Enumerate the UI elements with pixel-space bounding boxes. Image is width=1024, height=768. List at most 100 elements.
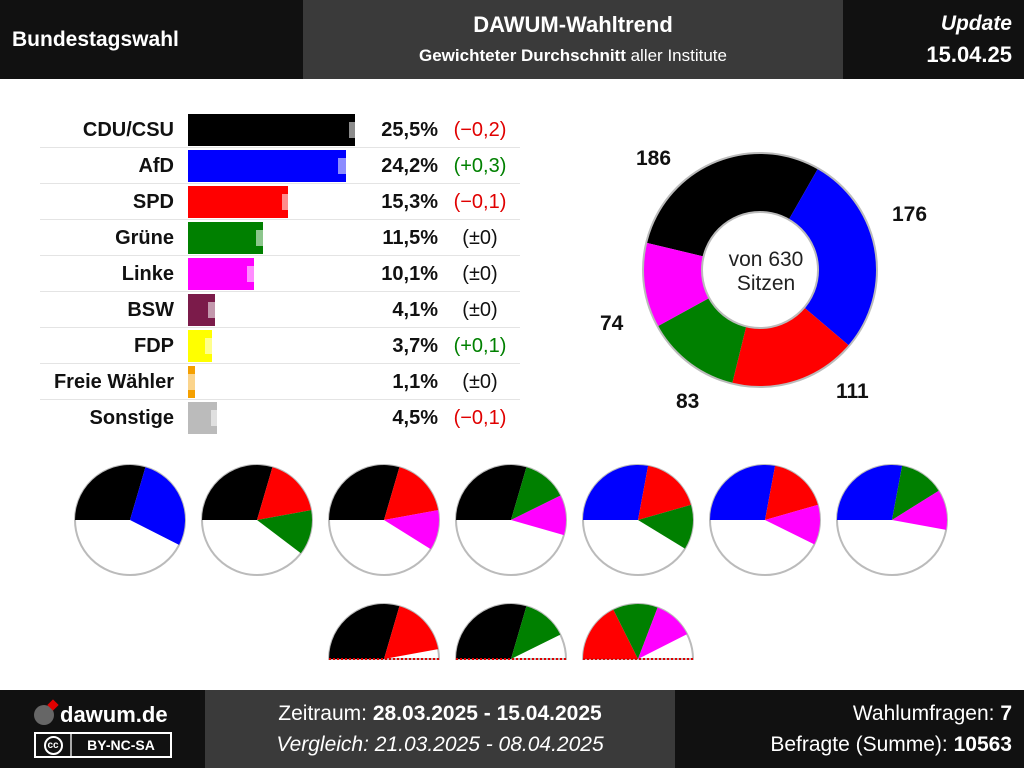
donut-slice-gr-ne [657,297,747,384]
pie-slice-spd [765,465,818,520]
party-row-fdp: FDP 3,7% (+0,1) [40,328,520,364]
previous-value-marker [188,374,197,390]
pie-slice-spd [257,467,312,520]
site-logo[interactable]: dawum.de [34,702,168,728]
party-row-freie-w-hler: Freie Wähler 1,1% (±0) [40,364,520,400]
subtitle-rest: aller Institute [625,46,727,65]
donut-slice-spd [732,307,850,387]
value-label: 24,2% [381,155,438,177]
value-label: 10,1% [381,263,438,285]
subtitle-bold: Gewichteter Durchschnitt [419,46,626,65]
coalition-pie-afd-spd-grne [582,464,694,576]
donut-center-line-2: Sitzen [736,272,796,295]
pie-slice-afd [837,465,903,520]
chart-subtitle: Gewichteter Durchschnitt aller Institute [303,46,843,66]
coalition-pie-cducsu-spd-linke [328,464,440,576]
party-name: Linke [121,263,174,285]
chart-title: DAWUM-Wahltrend [473,12,673,37]
previous-value-marker [256,230,265,246]
previous-value-marker [349,122,358,138]
party-name: CDU/CSU [82,119,174,141]
previous-value-marker [207,302,216,318]
seat-label-gruene: 83 [676,390,700,413]
party-name: SPD [132,191,174,213]
party-row-linke: Linke 10,1% (±0) [40,256,520,292]
coalition-pie-cducsu-spd [327,603,441,660]
pie-slice-gr-ne [257,510,312,554]
change-label: (±0) [462,263,498,285]
zeitraum: Zeitraum: 28.03.2025 - 15.04.2025 [278,702,602,725]
party-row-sonstige: Sonstige 4,5% (−0,1) [40,400,520,436]
pie-slice-linke [638,607,688,659]
pie-slice-linke [384,510,439,550]
party-row-bsw: BSW 4,1% (±0) [40,292,520,328]
change-label: (±0) [462,371,498,393]
bar-gr-ne [188,222,264,254]
pie-slice-cdu-csu [329,604,400,659]
donut-center-line-1: von 630 [728,248,804,271]
pie-background [455,464,567,576]
site-name: dawum.de [60,702,168,727]
license-badge[interactable]: cc BY-NC-SA [34,732,172,758]
value-label: 3,7% [392,335,438,357]
pie-slice-cdu-csu [456,604,527,659]
party-name: AfD [138,155,174,177]
footer-stats: Wahlumfragen: 7 Befragte (Summe): 10563 [675,690,1024,768]
pie-slice-cdu-csu [202,465,273,520]
bar-spd [188,186,289,218]
pie-background [74,464,186,576]
change-label: (±0) [462,299,498,321]
party-name: Grüne [115,227,174,249]
pie-slice-cdu-csu [456,465,527,520]
pie-background [454,603,568,660]
bar-afd [188,150,347,182]
pie-slice-cdu-csu [329,465,400,520]
update-date: 15.04.25 [926,42,1012,67]
change-label: (−0,1) [453,191,507,213]
pie-slice-gr-ne [613,604,658,659]
pie-background [582,464,694,576]
party-bar-chart: CDU/CSU 25,5% (−0,2) AfD 24,2% (+0,3) SPD 15,3%… [40,112,520,436]
pie-slice-spd [384,606,439,659]
bar-linke [188,258,255,290]
value-label: 11,5% [382,227,438,249]
party-row-gr-ne: Grüne 11,5% (±0) [40,220,520,256]
change-label: (±0) [462,227,498,249]
footer-brand: dawum.de cc BY-NC-SA [0,690,205,768]
pie-slice-gr-ne [511,606,561,659]
seat-label-linke: 74 [600,312,624,335]
coalition-pie-spd-grne-linke [581,603,695,660]
value-label: 4,1% [392,299,438,321]
donut-slice-linke [643,242,710,327]
coalition-pie-cducsu-grne-linke [455,464,567,576]
party-row-cdu-csu: CDU/CSU 25,5% (−0,2) [40,112,520,148]
vergleich: Vergleich: 21.03.2025 - 08.04.2025 [276,733,604,756]
donut-slice-afd [788,168,877,346]
befragte-value: 10563 [953,733,1012,756]
footer: dawum.de cc BY-NC-SA Zeitraum: 28.03.202… [0,690,1024,768]
coalition-pie-cducsu-grne [454,603,568,660]
value-label: 25,5% [381,119,438,141]
change-label: (−0,1) [453,407,507,429]
seat-donut-chart [642,152,878,388]
party-name: Sonstige [89,407,174,429]
cc-icon: cc [36,734,70,756]
value-label: 4,5% [392,407,438,429]
coalition-pie-afd-spd-linke [709,464,821,576]
change-label: (+0,3) [453,155,507,177]
change-label: (−0,2) [453,119,507,141]
seat-label-spd: 111 [836,380,869,403]
pie-background [327,603,441,660]
party-row-afd: AfD 24,2% (+0,3) [40,148,520,184]
pie-slice-gr-ne [511,467,561,520]
party-name: FDP [134,335,174,357]
pie-slice-linke [511,495,566,536]
pie-slice-spd [638,465,691,520]
coalition-pie-cducsu-spd-grne [201,464,313,576]
donut-hole [701,211,819,329]
seat-label-cdu: 186 [636,147,672,170]
value-label: 15,3% [381,191,438,213]
previous-value-marker [247,266,256,282]
coalition-pie-afd-grne-linke [836,464,948,576]
previous-value-marker [204,338,213,354]
